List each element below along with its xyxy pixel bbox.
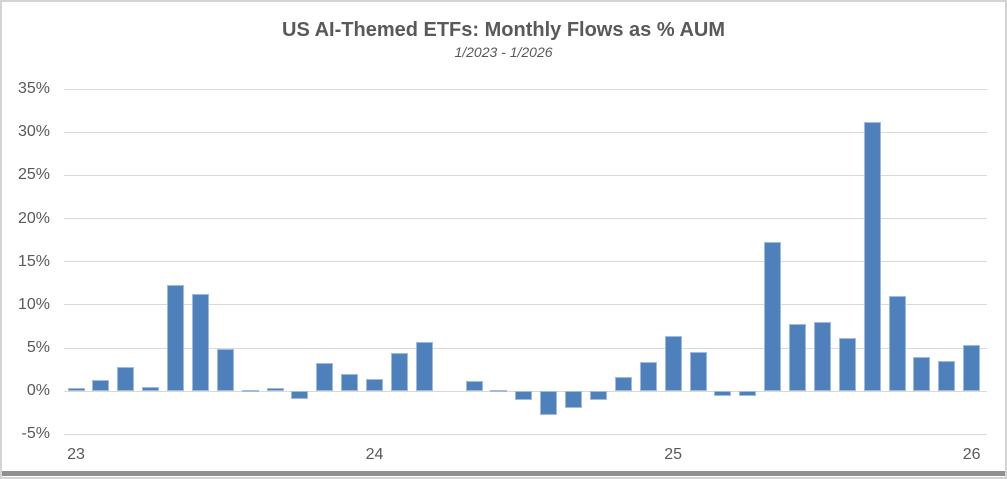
bar-7/23 bbox=[216, 348, 234, 392]
bar-6/24 bbox=[490, 390, 508, 393]
bar-6/23 bbox=[191, 293, 209, 392]
bar-8/25 bbox=[838, 337, 856, 392]
x-axis-year-label: 25 bbox=[664, 446, 683, 463]
bar-1/24 bbox=[366, 379, 384, 392]
bar-2/24 bbox=[390, 353, 408, 392]
chart-subtitle: 1/2023 - 1/2026 bbox=[454, 44, 553, 60]
bar-1/26 bbox=[963, 344, 981, 392]
bar-12/24 bbox=[639, 361, 657, 392]
bar-10/23 bbox=[291, 391, 309, 400]
bar-3/25 bbox=[714, 391, 732, 397]
gridline-10% bbox=[64, 304, 987, 306]
gridline-15% bbox=[64, 261, 987, 263]
bar-5/25 bbox=[764, 241, 782, 392]
y-axis-tick-label: -5% bbox=[21, 425, 50, 443]
gridline-35% bbox=[64, 88, 987, 90]
bar-11/23 bbox=[316, 362, 334, 392]
bar-10/25 bbox=[888, 296, 906, 392]
bar-12/25 bbox=[938, 361, 956, 392]
bar-5/24 bbox=[465, 380, 483, 392]
y-axis-tick-label: 30% bbox=[17, 123, 50, 141]
bar-11/24 bbox=[614, 376, 632, 392]
bar-4/25 bbox=[739, 391, 757, 396]
bar-2/25 bbox=[689, 352, 707, 392]
bar-3/24 bbox=[415, 342, 433, 392]
bar-9/25 bbox=[863, 121, 881, 392]
y-axis-tick-label: 15% bbox=[17, 252, 50, 270]
y-axis-tick-label: 10% bbox=[17, 295, 50, 313]
gridline-5% bbox=[64, 347, 987, 349]
y-axis-tick-label: 5% bbox=[26, 339, 50, 357]
bar-12/23 bbox=[341, 374, 359, 392]
bar-5/23 bbox=[167, 285, 185, 392]
y-axis-tick-label: 0% bbox=[26, 382, 50, 400]
bar-1/25 bbox=[664, 336, 682, 392]
bar-9/24 bbox=[565, 391, 583, 408]
gridline-25% bbox=[64, 174, 987, 176]
bar-8/24 bbox=[540, 391, 558, 415]
bar-3/23 bbox=[117, 367, 135, 392]
bar-2/23 bbox=[92, 380, 110, 392]
bar-10/24 bbox=[589, 391, 607, 400]
bar-7/24 bbox=[515, 391, 533, 400]
y-axis-tick-label: 35% bbox=[17, 80, 50, 98]
bar-4/23 bbox=[142, 386, 160, 392]
bar-9/23 bbox=[266, 387, 284, 392]
x-axis-year-label: 24 bbox=[365, 446, 384, 463]
bar-11/25 bbox=[913, 356, 931, 392]
gridline-30% bbox=[64, 131, 987, 133]
bar-8/23 bbox=[241, 389, 259, 392]
gridline--5% bbox=[64, 433, 987, 435]
x-axis-year-label: 23 bbox=[67, 446, 85, 463]
chart-header: US AI-Themed ETFs: Monthly Flows as % AU… bbox=[2, 19, 1005, 61]
gridline-20% bbox=[64, 218, 987, 220]
bar-6/25 bbox=[789, 323, 807, 392]
y-axis-tick-label: 25% bbox=[17, 166, 50, 184]
bar-7/25 bbox=[813, 322, 831, 392]
bottom-border bbox=[2, 471, 1005, 476]
x-axis-year-label: 26 bbox=[962, 446, 981, 463]
chart-title: US AI-Themed ETFs: Monthly Flows as % AU… bbox=[282, 19, 725, 41]
bar-1/23 bbox=[67, 387, 85, 392]
y-axis-tick-label: 20% bbox=[17, 209, 50, 227]
